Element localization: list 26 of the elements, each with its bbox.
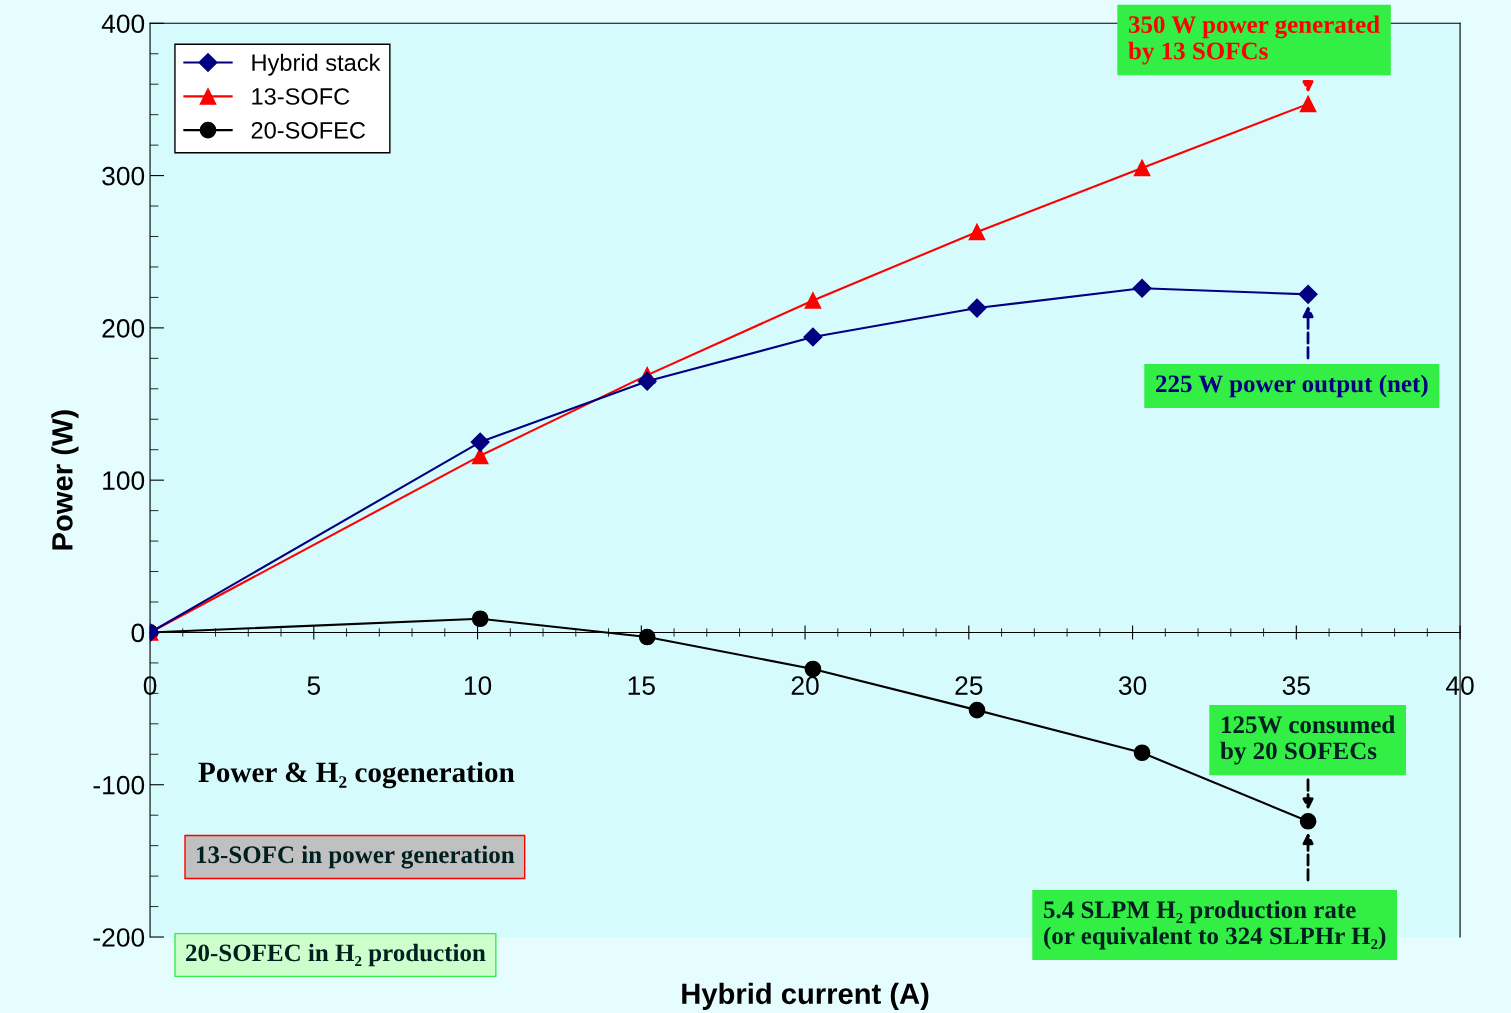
annotation: 13-SOFC in power generation bbox=[197, 845, 515, 869]
y-axis-title: Power (W) bbox=[51, 410, 79, 550]
x-tick-label: 5 bbox=[307, 676, 321, 695]
y-tick-label: -100 bbox=[93, 775, 145, 795]
y-tick-label: 200 bbox=[102, 319, 145, 338]
x-tick-label: 35 bbox=[1282, 676, 1310, 695]
x-tick-label: 20 bbox=[791, 676, 819, 695]
x-tick-label: 30 bbox=[1118, 676, 1147, 695]
y-tick-label: -200 bbox=[93, 928, 145, 947]
annotation: Power & H₂ cogeneration bbox=[198, 761, 515, 789]
legend-label: Hybrid stack bbox=[252, 53, 381, 76]
legend-label: 13-SOFC bbox=[252, 88, 350, 105]
y-tick-label: 400 bbox=[101, 14, 145, 34]
x-tick-label: 15 bbox=[628, 676, 655, 695]
y-tick-label: 0 bbox=[131, 623, 145, 643]
y-tick-label: 100 bbox=[103, 471, 145, 490]
annotation: 125W consumed by 20 SOFECs bbox=[1220, 715, 1395, 765]
x-axis-title: Hybrid current (A) bbox=[682, 982, 929, 1010]
annotation: 5.4 SLPM H₂ production rate (or equivalent to 324 SLPHr H₂) bbox=[1044, 900, 1386, 950]
y-tick-label: 300 bbox=[102, 166, 145, 186]
annotation: 350 W power generated by 13 SOFCs bbox=[1128, 15, 1380, 65]
x-tick-label: 25 bbox=[955, 676, 983, 695]
annotation: 225 W power output (net) bbox=[1156, 374, 1428, 398]
x-tick-label: 10 bbox=[464, 676, 492, 695]
legend-label: 20-SOFEC bbox=[251, 121, 366, 139]
text: 20-SOFEC in H₂ production bbox=[186, 943, 486, 967]
